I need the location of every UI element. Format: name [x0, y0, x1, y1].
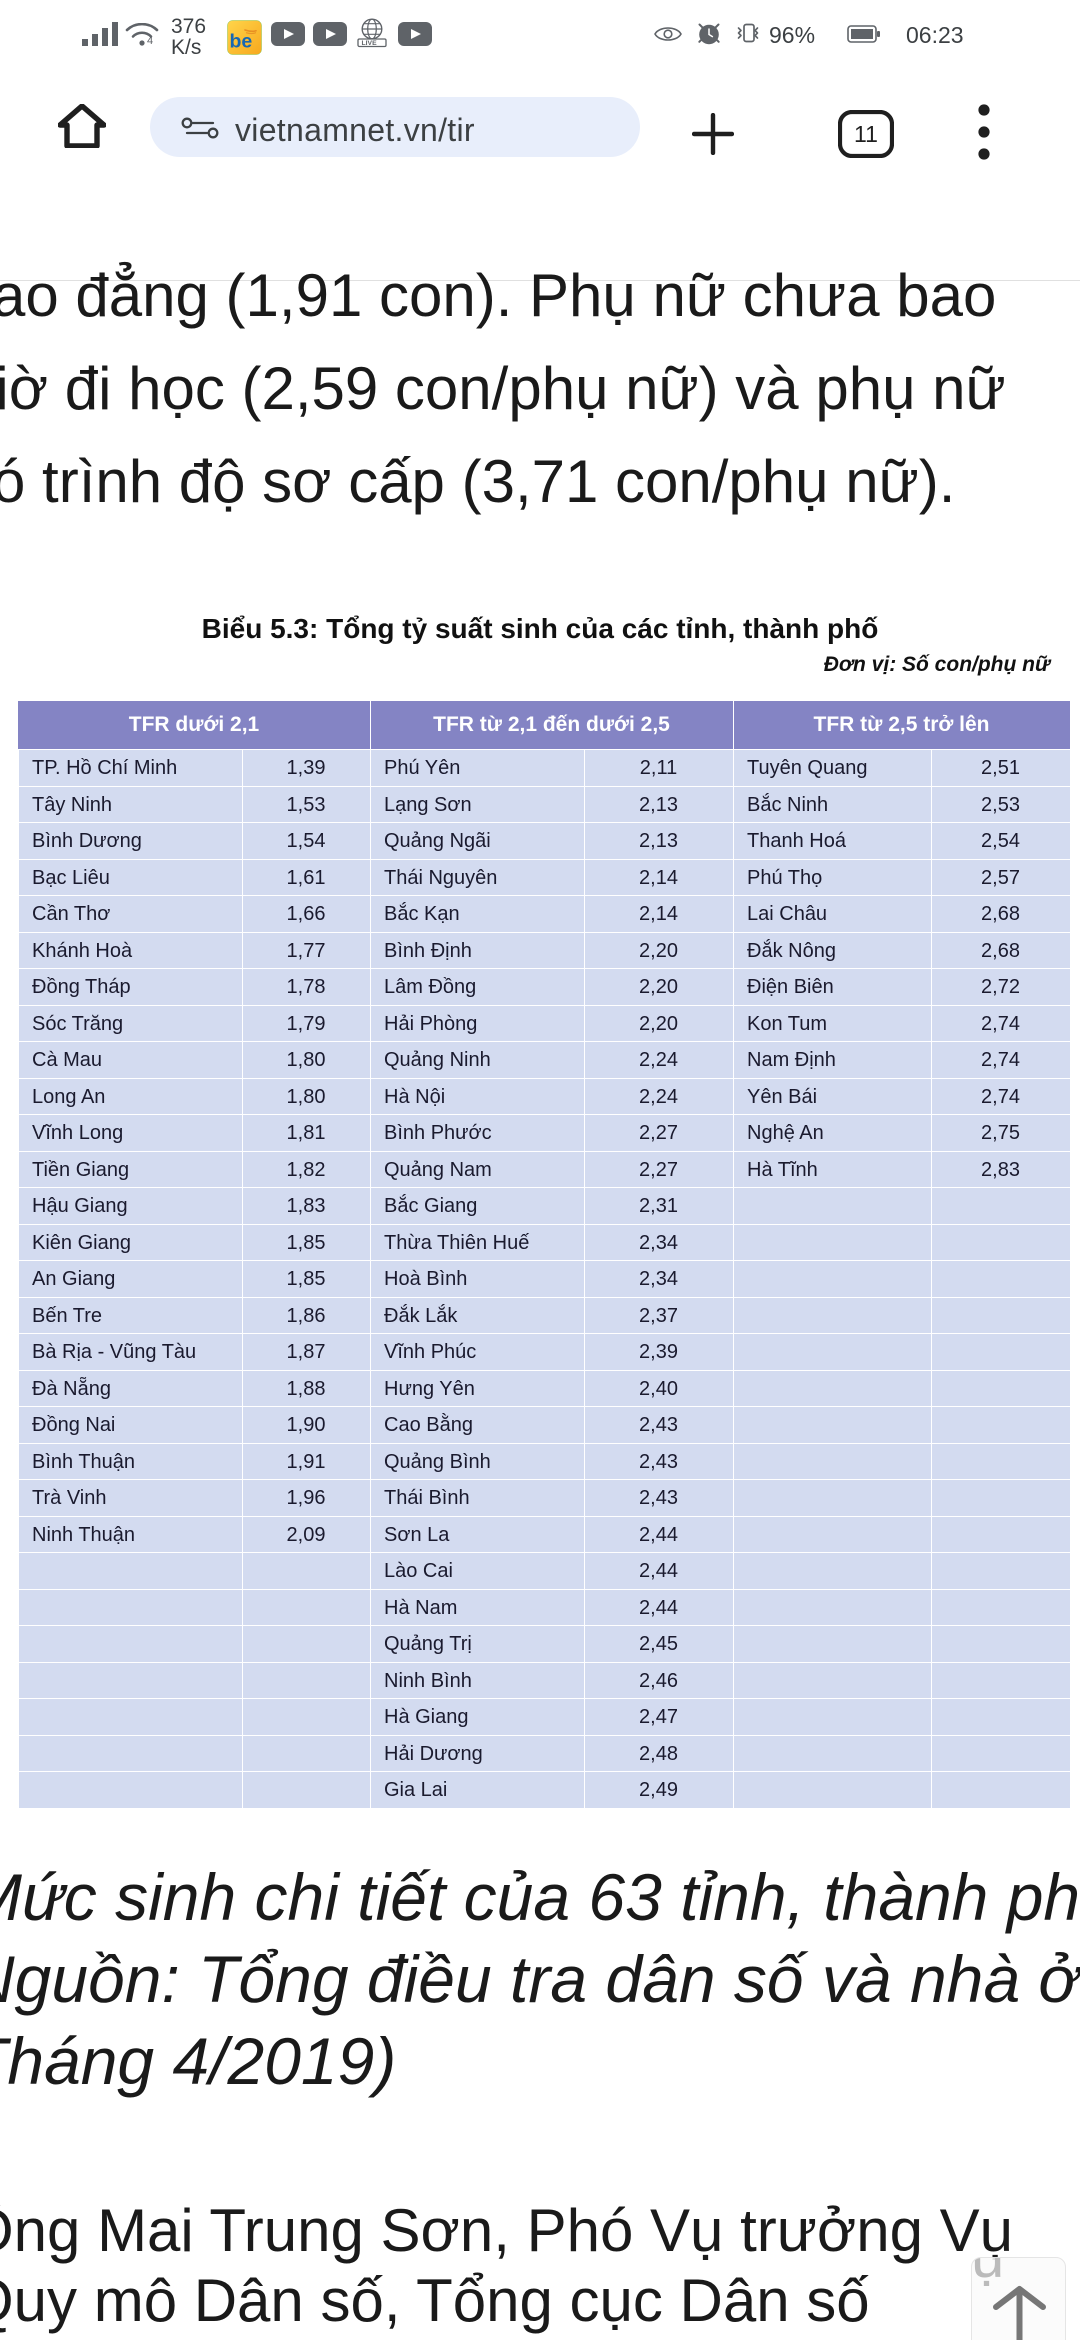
svg-text:4: 4 [147, 35, 153, 46]
svg-text:11: 11 [854, 121, 878, 147]
svg-text:be: be [230, 31, 253, 53]
svg-text:LIVE: LIVE [362, 40, 378, 47]
